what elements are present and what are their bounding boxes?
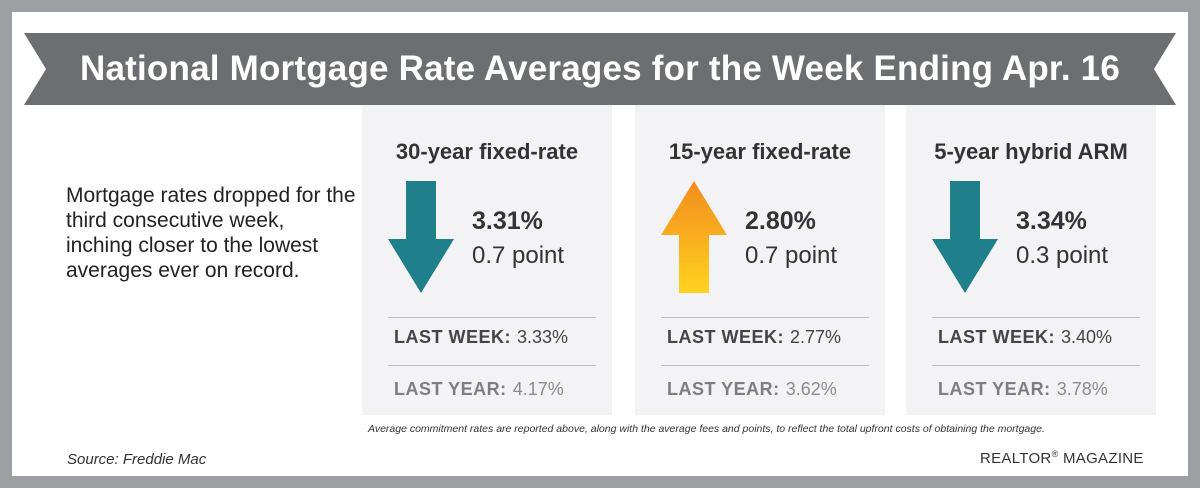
brand-suffix: MAGAZINE [1058, 450, 1144, 467]
divider [661, 365, 869, 366]
card-title: 30-year fixed-rate [395, 139, 579, 164]
last-year-value: 3.62% [785, 379, 837, 399]
intro-text: Mortgage rates dropped for the third con… [66, 184, 356, 282]
source-credit: Source: Freddie Mac [67, 451, 207, 468]
last-week-label: LAST WEEK: [938, 327, 1055, 347]
last-week-value: 3.33% [517, 327, 569, 347]
rate-change: 0.3 point [1016, 242, 1109, 269]
divider [932, 365, 1140, 366]
brand-name: REALTOR [980, 450, 1052, 467]
last-week-label: LAST WEEK: [667, 327, 784, 347]
last-year-row: LAST YEAR: 4.17% [394, 379, 564, 400]
last-week-value: 3.40% [1061, 327, 1113, 347]
card-title: 15-year fixed-rate [668, 139, 852, 164]
divider [661, 317, 869, 318]
rate-card-30-year: 30-year fixed-rate 3.31% 0.7 point LAST … [362, 105, 612, 415]
last-year-row: LAST YEAR: 3.62% [667, 379, 837, 400]
divider [388, 365, 596, 366]
card-title: 5-year hybrid ARM [934, 139, 1128, 164]
last-year-value: 4.17% [512, 379, 564, 399]
banner-ribbon-shape [24, 33, 1176, 105]
footnote: Average commitment rates are reported ab… [368, 423, 1045, 435]
divider [932, 317, 1140, 318]
divider [388, 317, 596, 318]
current-rate: 3.31% [472, 207, 543, 235]
last-week-label: LAST WEEK: [394, 327, 511, 347]
last-year-label: LAST YEAR: [938, 379, 1051, 399]
rate-change: 0.7 point [472, 242, 565, 269]
rate-card-5-year-arm: 5-year hybrid ARM 3.34% 0.3 point LAST W… [906, 105, 1156, 415]
last-week-row: LAST WEEK: 3.40% [938, 327, 1112, 348]
current-rate: 2.80% [745, 207, 816, 235]
page-title: National Mortgage Rate Averages for the … [80, 49, 1120, 88]
arrow-down-icon [388, 181, 454, 293]
registered-mark: ® [1051, 449, 1059, 459]
last-week-value: 2.77% [790, 327, 842, 347]
arrow-up-icon [661, 181, 727, 293]
last-year-row: LAST YEAR: 3.78% [938, 379, 1108, 400]
current-rate: 3.34% [1016, 207, 1087, 235]
last-year-value: 3.78% [1056, 379, 1108, 399]
arrow-down-icon [932, 181, 998, 293]
rate-card-15-year: 15-year fixed-rate 2.80% 0.7 point LAST … [635, 105, 885, 415]
rate-change: 0.7 point [745, 242, 838, 269]
last-year-label: LAST YEAR: [394, 379, 507, 399]
last-week-row: LAST WEEK: 3.33% [394, 327, 568, 348]
publisher-brand: REALTOR® MAGAZINE [980, 449, 1144, 467]
title-banner: National Mortgage Rate Averages for the … [24, 33, 1176, 105]
last-week-row: LAST WEEK: 2.77% [667, 327, 841, 348]
last-year-label: LAST YEAR: [667, 379, 780, 399]
